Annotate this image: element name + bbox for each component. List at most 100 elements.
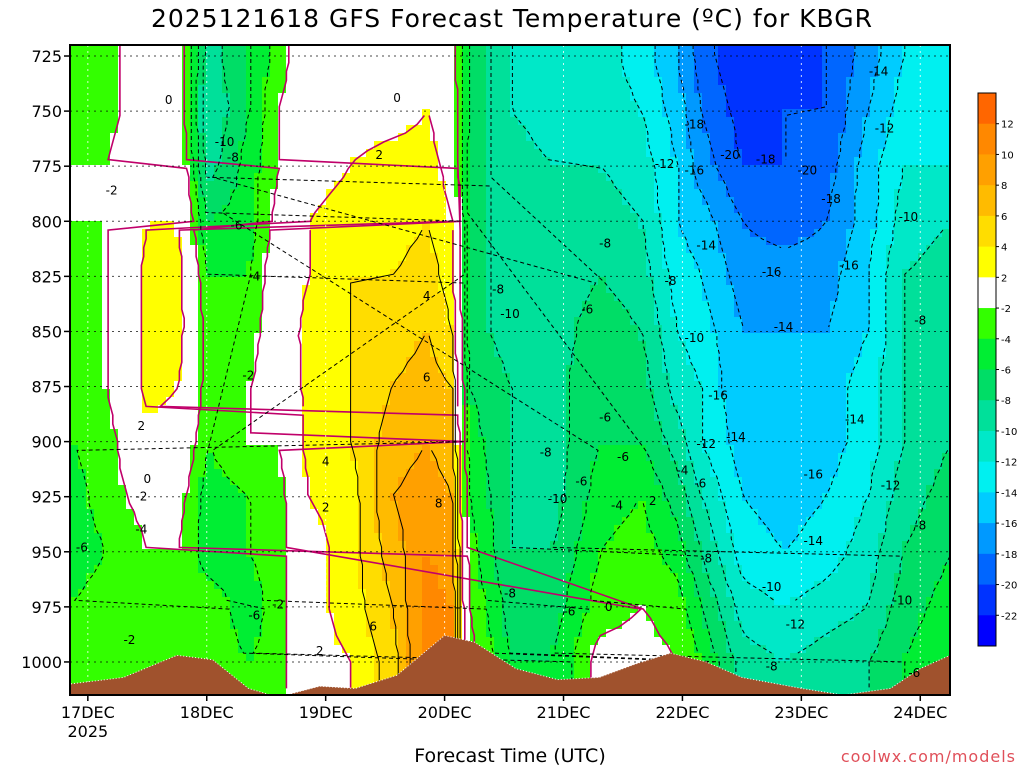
heat-cell (158, 445, 167, 454)
heat-cell (238, 477, 247, 486)
heat-cell (478, 85, 487, 94)
heat-cell (278, 581, 287, 590)
heat-cell (190, 205, 199, 214)
heat-cell (414, 517, 423, 526)
heat-cell (350, 317, 359, 326)
heat-cell (518, 173, 527, 182)
heat-cell (478, 421, 487, 430)
heat-cell (502, 269, 511, 278)
heat-cell (158, 357, 167, 366)
heat-cell (262, 341, 271, 350)
heat-cell (494, 373, 503, 382)
heat-cell (294, 405, 303, 414)
heat-cell (70, 549, 79, 558)
heat-cell (446, 445, 455, 454)
heat-cell (246, 93, 255, 102)
heat-cell (406, 365, 415, 374)
heat-cell (126, 373, 135, 382)
heat-cell (150, 589, 159, 598)
heat-cell (414, 525, 423, 534)
heat-cell (86, 357, 95, 366)
heat-cell (334, 493, 343, 502)
heat-cell (526, 205, 535, 214)
heat-cell (438, 325, 447, 334)
heat-cell (438, 589, 447, 598)
heat-cell (374, 453, 383, 462)
heat-cell (158, 317, 167, 326)
heat-cell (470, 469, 479, 478)
heat-cell (534, 141, 543, 150)
heat-cell (414, 325, 423, 334)
heat-cell (110, 165, 119, 174)
heat-cell (278, 61, 287, 70)
heat-cell (430, 149, 439, 158)
heat-cell (238, 629, 247, 638)
heat-cell (398, 365, 407, 374)
heat-cell (294, 245, 303, 254)
heat-cell (318, 381, 327, 390)
heat-cell (526, 453, 535, 462)
heat-cell (342, 661, 351, 670)
heat-cell (230, 613, 239, 622)
heat-cell (382, 437, 391, 446)
heat-cell (518, 101, 527, 110)
heat-cell (150, 517, 159, 526)
heat-cell (526, 301, 535, 310)
heat-cell (230, 517, 239, 526)
heat-cell (86, 677, 95, 686)
heat-cell (262, 653, 271, 662)
heat-cell (214, 493, 223, 502)
heat-cell (230, 109, 239, 118)
heat-cell (158, 597, 167, 606)
heat-cell (302, 501, 311, 510)
heat-cell (174, 325, 183, 334)
heat-cell (318, 349, 327, 358)
heat-cell (366, 405, 375, 414)
heat-cell (294, 285, 303, 294)
heat-cell (302, 437, 311, 446)
heat-cell (430, 109, 439, 118)
heat-cell (366, 245, 375, 254)
heat-cell (494, 253, 503, 262)
heat-cell (478, 357, 487, 366)
heat-cell (254, 237, 263, 246)
heat-cell (78, 637, 87, 646)
heat-cell (158, 133, 167, 142)
heat-cell (542, 325, 551, 334)
heat-cell (214, 453, 223, 462)
heat-cell (94, 341, 103, 350)
heat-cell (358, 77, 367, 86)
heat-cell (470, 141, 479, 150)
heat-cell (406, 437, 415, 446)
heat-cell (246, 69, 255, 78)
heat-cell (510, 517, 519, 526)
heat-cell (374, 397, 383, 406)
heat-cell (302, 253, 311, 262)
heat-cell (78, 397, 87, 406)
heat-cell (118, 557, 127, 566)
heat-cell (478, 245, 487, 254)
heat-cell (230, 269, 239, 278)
heat-cell (366, 45, 375, 54)
heat-cell (102, 197, 111, 206)
heat-cell (270, 349, 279, 358)
heat-cell (542, 445, 551, 454)
heat-cell (174, 141, 183, 150)
heat-cell (326, 421, 335, 430)
heat-cell (270, 149, 279, 158)
heat-cell (430, 293, 439, 302)
heat-cell (382, 597, 391, 606)
heat-cell (190, 589, 199, 598)
heat-cell (294, 125, 303, 134)
heat-cell (134, 269, 143, 278)
heat-cell (286, 421, 295, 430)
heat-cell (78, 677, 87, 686)
heat-cell (350, 45, 359, 54)
heat-cell (222, 157, 231, 166)
heat-cell (422, 405, 431, 414)
heat-cell (94, 637, 103, 646)
heat-cell (86, 309, 95, 318)
heat-cell (454, 261, 463, 270)
heat-cell (494, 221, 503, 230)
heat-cell (166, 125, 175, 134)
